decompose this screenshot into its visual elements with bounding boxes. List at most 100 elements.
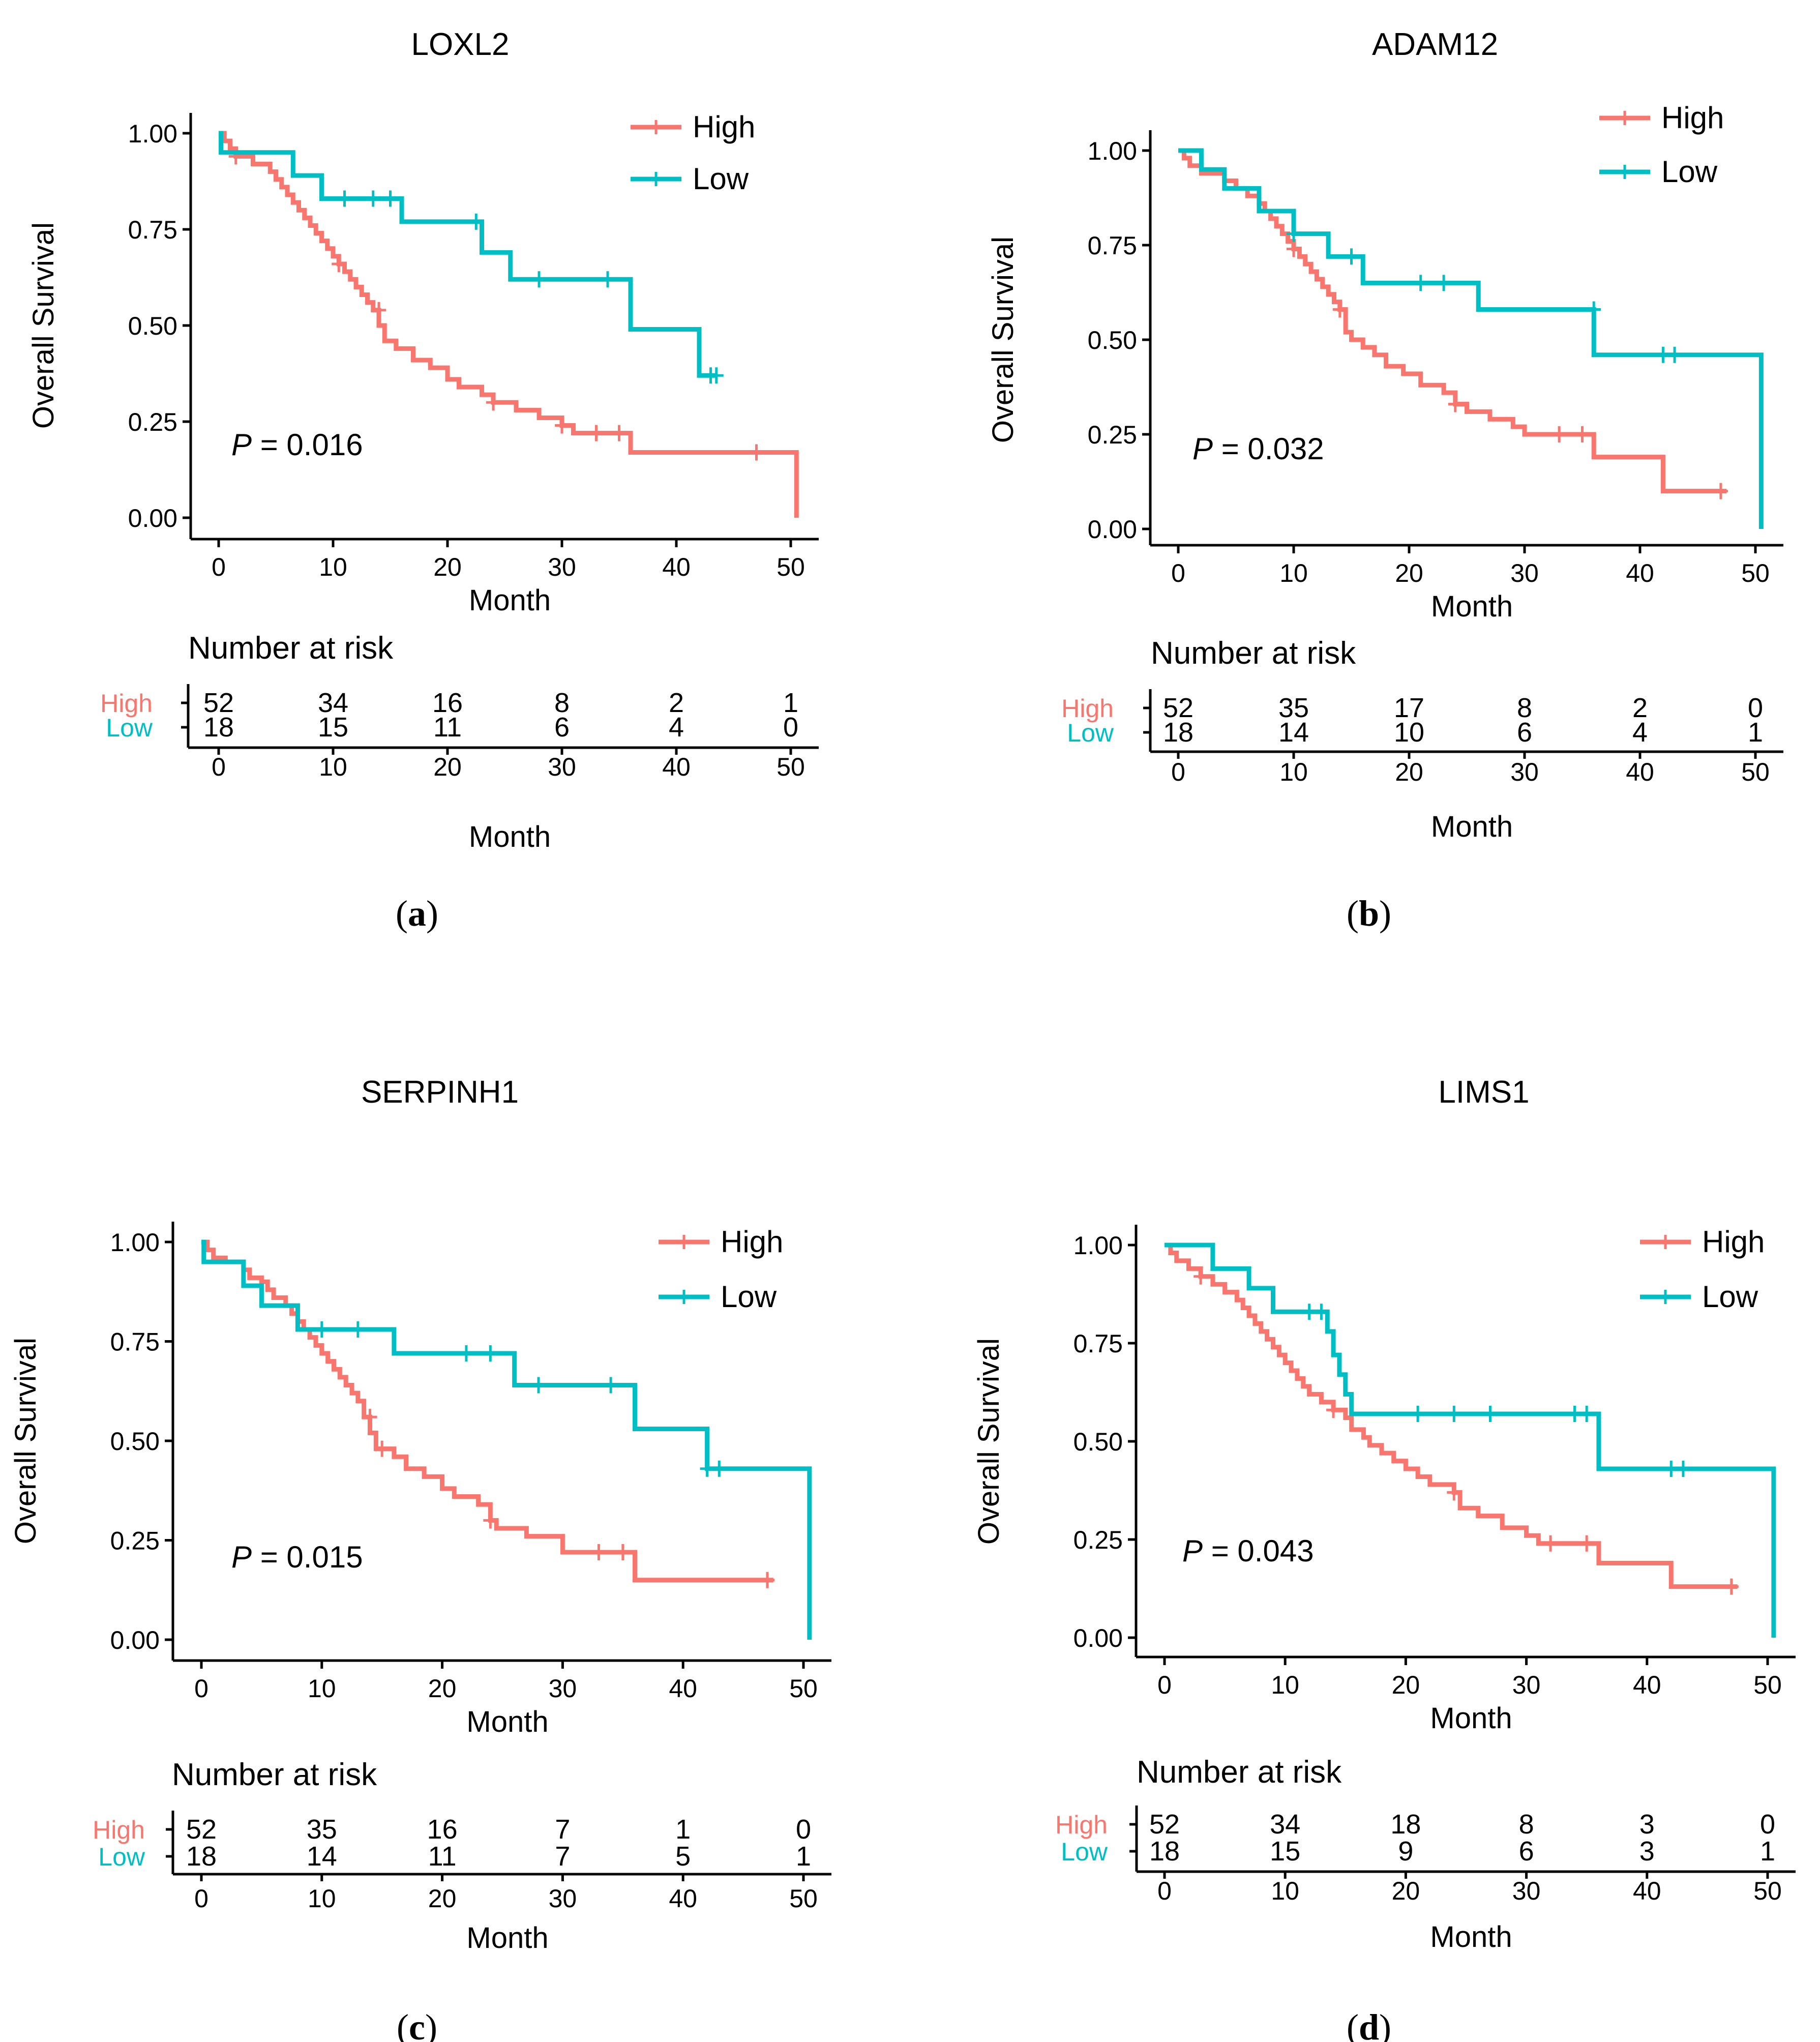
risk-count-low: 11 [428, 1841, 457, 1872]
risk-count-low: 4 [1632, 717, 1648, 748]
censor-mark-high [332, 256, 346, 273]
panel-label-open-paren: ( [1347, 2007, 1359, 2042]
censor-mark-low [1437, 275, 1451, 291]
risk-count-low: 9 [1398, 1836, 1413, 1867]
risk-x-tick-label: 20 [1395, 758, 1423, 786]
risk-x-tick-label: 20 [428, 1884, 457, 1913]
y-axis-label: Overall Survival [27, 222, 60, 429]
y-tick-label: 0.25 [110, 1527, 160, 1555]
legend-label-low: Low [1661, 155, 1718, 189]
censor-mark-low [532, 271, 546, 288]
p-value-symbol: P [231, 428, 252, 462]
censor-mark-high [555, 417, 569, 434]
risk-count-low: 15 [1270, 1836, 1300, 1867]
risk-count-low: 6 [554, 712, 570, 743]
risk-count-low: 5 [675, 1841, 691, 1872]
censor-mark-low [700, 1460, 714, 1477]
risk-x-tick-label: 30 [548, 753, 576, 781]
censor-mark-high [1552, 426, 1567, 442]
censor-mark-low [1344, 248, 1359, 265]
censor-mark-low [1314, 1304, 1329, 1320]
risk-count-high: 2 [1632, 693, 1648, 723]
survival-curve-low [201, 1239, 812, 1640]
panel-label: (a) [396, 893, 438, 934]
risk-count-low: 6 [1517, 717, 1532, 748]
risk-row-name-low: Low [1061, 1838, 1108, 1866]
risk-count-high: 8 [1519, 1809, 1534, 1840]
survival-curve-low [1165, 1242, 1776, 1638]
risk-x-tick-label: 0 [212, 753, 226, 781]
risk-count-high: 34 [318, 688, 348, 718]
risk-row-name-high: High [1061, 694, 1114, 723]
y-tick-label: 0.00 [1073, 1624, 1123, 1652]
chart-title: ADAM12 [1372, 27, 1498, 62]
risk-count-low: 18 [203, 712, 234, 743]
panel-label: (d) [1347, 2007, 1391, 2042]
y-tick-label: 1.00 [110, 1228, 160, 1257]
risk-x-tick-label: 40 [669, 1884, 697, 1913]
x-tick-label: 20 [1395, 559, 1423, 587]
censor-mark-high [760, 1572, 774, 1588]
risk-count-high: 52 [203, 688, 234, 718]
y-tick-label: 0.75 [128, 216, 177, 244]
censor-mark-high [483, 1512, 498, 1529]
risk-count-high: 35 [1278, 693, 1309, 723]
censor-mark-high [612, 425, 626, 441]
x-tick-label: 50 [1741, 559, 1770, 587]
x-tick-label: 10 [319, 553, 347, 581]
risk-row-name-high: High [1055, 1811, 1108, 1839]
risk-count-low: 14 [1278, 717, 1309, 748]
risk-count-high: 17 [1394, 693, 1424, 723]
censor-mark-low [1579, 1405, 1594, 1422]
legend-label-low: Low [1702, 1280, 1758, 1314]
y-tick-label: 0.50 [128, 312, 177, 340]
censor-mark-low [469, 213, 484, 230]
y-axis-label: Overall Survival [9, 1338, 42, 1544]
panel-label: (c) [397, 2007, 437, 2042]
risk-count-low: 14 [307, 1841, 337, 1872]
survival-curve-low [219, 131, 717, 378]
risk-x-tick-label: 20 [433, 753, 462, 781]
censor-mark-low [350, 1321, 365, 1338]
risk-table-title: Number at risk [172, 1757, 377, 1792]
censor-mark-low [383, 190, 398, 207]
risk-count-low: 7 [555, 1841, 570, 1872]
risk-x-tick-label: 50 [777, 753, 805, 781]
censor-mark-high [1194, 1268, 1208, 1285]
censor-mark-high [486, 394, 500, 411]
risk-count-high: 2 [669, 688, 684, 718]
risk-x-axis-label: Month [466, 1921, 548, 1955]
censor-mark-low [1287, 225, 1301, 242]
x-tick-label: 30 [1512, 1671, 1541, 1699]
legend-label-high: High [721, 1225, 783, 1259]
censor-mark-low [709, 367, 724, 384]
censor-mark-high [749, 444, 764, 461]
p-value-number: = 0.015 [252, 1540, 363, 1574]
y-tick-label: 0.25 [1073, 1526, 1123, 1554]
x-tick-label: 0 [1157, 1671, 1172, 1699]
x-tick-label: 20 [433, 553, 462, 581]
risk-count-low: 0 [783, 712, 798, 743]
p-value-number: = 0.043 [1203, 1534, 1314, 1568]
panel-label-letter: b [1359, 893, 1379, 934]
censor-mark-low [1664, 1461, 1679, 1477]
legend-label-high: High [1661, 101, 1724, 135]
risk-count-high: 8 [1517, 693, 1532, 723]
censor-mark-high [1575, 426, 1590, 442]
censor-mark-high [591, 1544, 606, 1560]
panel-label-open-paren: ( [396, 893, 408, 934]
risk-count-low: 15 [318, 712, 348, 743]
risk-x-axis-label: Month [1430, 1920, 1512, 1954]
risk-x-tick-label: 30 [1510, 758, 1539, 786]
x-tick-label: 0 [194, 1674, 208, 1703]
x-tick-label: 20 [428, 1674, 457, 1703]
y-tick-label: 0.50 [1088, 326, 1137, 354]
risk-x-tick-label: 10 [308, 1884, 336, 1913]
y-tick-label: 0.00 [110, 1626, 160, 1654]
x-tick-label: 40 [1626, 559, 1654, 587]
risk-table-title: Number at risk [1151, 636, 1356, 671]
x-tick-label: 0 [212, 553, 226, 581]
